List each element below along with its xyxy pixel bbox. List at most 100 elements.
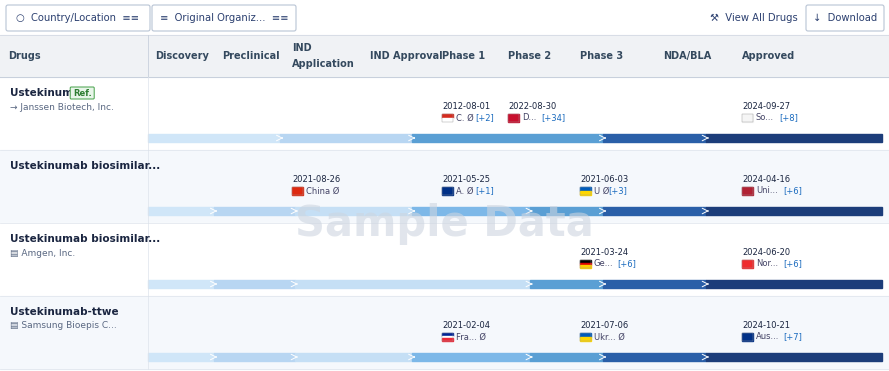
Bar	[412, 353, 530, 361]
Bar	[580, 187, 591, 191]
Text: Ref.: Ref.	[73, 89, 92, 98]
Bar	[148, 280, 214, 288]
Text: [+2]: [+2]	[475, 114, 493, 122]
Bar	[580, 191, 591, 195]
Bar	[148, 134, 280, 142]
Bar	[580, 337, 591, 341]
Bar	[508, 114, 519, 122]
Text: 2012-08-01: 2012-08-01	[442, 102, 490, 111]
Text: → Janssen Biotech, Inc.: → Janssen Biotech, Inc.	[10, 102, 114, 112]
Bar	[214, 353, 295, 361]
Bar	[0, 77, 889, 150]
FancyBboxPatch shape	[806, 5, 884, 31]
Text: [+6]: [+6]	[783, 186, 802, 196]
Bar	[0, 150, 889, 223]
Text: Preclinical: Preclinical	[222, 51, 280, 61]
Bar	[742, 114, 753, 122]
Bar	[742, 333, 753, 341]
Bar	[214, 280, 295, 288]
Text: [+8]: [+8]	[779, 114, 797, 122]
Bar	[742, 187, 753, 195]
Text: A. Ø: A. Ø	[456, 186, 474, 196]
Bar	[742, 333, 753, 341]
Text: 2021-06-03: 2021-06-03	[580, 175, 629, 184]
Bar	[742, 187, 753, 195]
Text: 2022-08-30: 2022-08-30	[508, 102, 557, 111]
Bar	[742, 260, 753, 268]
Bar	[412, 134, 603, 142]
Bar	[442, 335, 453, 338]
Bar	[530, 207, 603, 215]
Text: Ukr... Ø: Ukr... Ø	[594, 332, 625, 341]
Text: [+3]: [+3]	[609, 186, 628, 196]
Text: ▤ Samsung Bioepis C...: ▤ Samsung Bioepis C...	[10, 322, 116, 331]
Text: 2024-09-27: 2024-09-27	[742, 102, 790, 111]
Bar	[214, 207, 295, 215]
Bar	[603, 134, 706, 142]
Text: 2024-10-21: 2024-10-21	[742, 321, 790, 330]
Text: Ustekinumab biosimilar...: Ustekinumab biosimilar...	[10, 161, 160, 171]
Text: So...: So...	[756, 114, 774, 122]
Bar	[442, 114, 453, 118]
Bar	[0, 296, 889, 369]
Bar	[0, 0, 889, 35]
Bar	[295, 280, 530, 288]
Text: ○  Country/Location  ≡≡: ○ Country/Location ≡≡	[17, 13, 140, 23]
FancyBboxPatch shape	[152, 5, 296, 31]
Bar	[295, 207, 412, 215]
Bar	[706, 280, 882, 288]
Bar	[742, 114, 753, 122]
Bar	[0, 35, 889, 77]
Text: ▤ Amgen, Inc.: ▤ Amgen, Inc.	[10, 249, 76, 257]
Bar	[442, 118, 453, 122]
Bar	[442, 187, 453, 195]
Text: Nor...: Nor...	[756, 259, 778, 268]
Bar	[442, 333, 453, 335]
Text: Aus...: Aus...	[756, 332, 780, 341]
Text: [+6]: [+6]	[617, 259, 636, 268]
Text: Phase 3: Phase 3	[580, 51, 623, 61]
Bar	[280, 134, 412, 142]
Text: Phase 2: Phase 2	[508, 51, 551, 61]
Bar	[292, 187, 303, 195]
Text: ↓  Download: ↓ Download	[813, 13, 877, 23]
Text: ⚒  View All Drugs: ⚒ View All Drugs	[710, 13, 797, 23]
Text: C. Ø: C. Ø	[456, 114, 474, 122]
Text: Approved: Approved	[742, 51, 796, 61]
Text: ≡  Original Organiz...  ≡≡: ≡ Original Organiz... ≡≡	[160, 13, 288, 23]
Bar	[530, 353, 603, 361]
Text: [+7]: [+7]	[783, 332, 802, 341]
Text: NDA/BLA: NDA/BLA	[663, 51, 711, 61]
Bar	[148, 353, 214, 361]
Text: Sample Data: Sample Data	[295, 203, 594, 245]
Bar	[442, 187, 453, 195]
Text: 2021-08-26: 2021-08-26	[292, 175, 340, 184]
Text: Uni...: Uni...	[756, 186, 778, 196]
Bar	[148, 207, 214, 215]
Text: U Ø: U Ø	[594, 186, 609, 196]
Bar	[706, 353, 882, 361]
Bar	[603, 353, 706, 361]
Text: Discovery: Discovery	[155, 51, 209, 61]
Text: Ustekinumab: Ustekinumab	[10, 88, 88, 98]
Text: Application: Application	[292, 59, 355, 69]
Bar	[580, 333, 591, 341]
Text: Drugs: Drugs	[8, 51, 41, 61]
Text: [+6]: [+6]	[783, 259, 802, 268]
Text: [+1]: [+1]	[475, 186, 493, 196]
Text: Ge...: Ge...	[594, 259, 613, 268]
Bar	[412, 207, 530, 215]
Text: 2021-03-24: 2021-03-24	[580, 248, 629, 257]
Text: Fra... Ø: Fra... Ø	[456, 332, 486, 341]
Text: 2021-07-06: 2021-07-06	[580, 321, 629, 330]
Bar	[603, 280, 706, 288]
Bar	[530, 280, 603, 288]
Bar	[292, 187, 303, 195]
FancyBboxPatch shape	[70, 87, 94, 99]
FancyBboxPatch shape	[6, 5, 150, 31]
Bar	[580, 333, 591, 337]
Text: China Ø: China Ø	[306, 186, 340, 196]
Bar	[580, 265, 591, 268]
Bar	[742, 260, 753, 268]
Text: Ustekinumab biosimilar...: Ustekinumab biosimilar...	[10, 234, 160, 244]
